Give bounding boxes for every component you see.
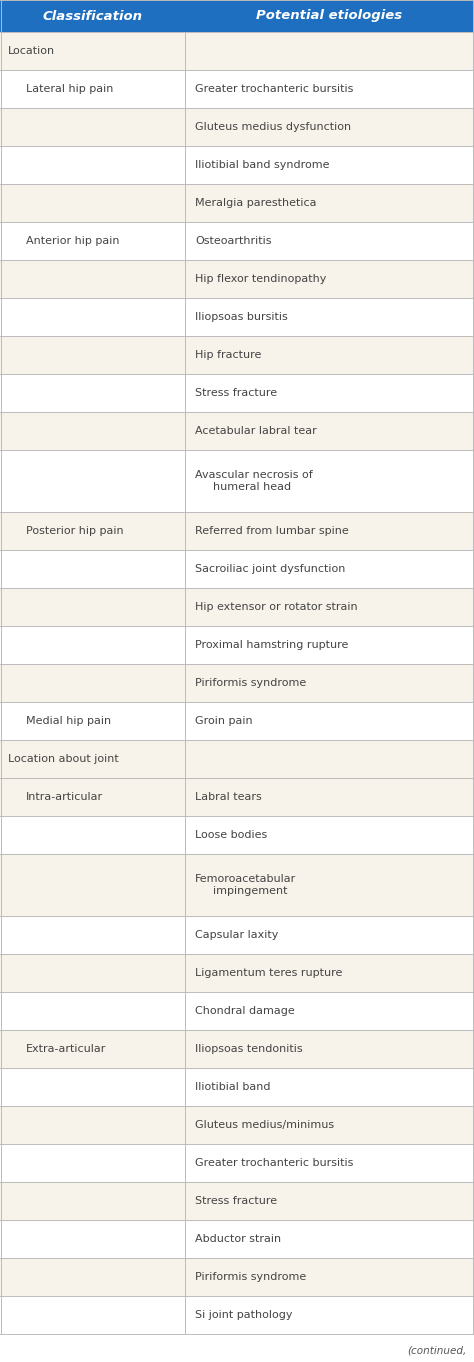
Text: Iliopsoas tendonitis: Iliopsoas tendonitis [195,1045,302,1054]
Text: Medial hip pain: Medial hip pain [26,716,111,726]
Bar [0,512,474,550]
Text: Lateral hip pain: Lateral hip pain [26,84,113,94]
Bar [0,69,474,108]
Bar [0,298,474,336]
Text: Ligamentum teres rupture: Ligamentum teres rupture [195,968,342,978]
Text: Femoroacetabular: Femoroacetabular [195,873,296,884]
Text: Meralgia paresthetica: Meralgia paresthetica [195,197,317,208]
Text: Extra-articular: Extra-articular [26,1045,106,1054]
Text: Groin pain: Groin pain [195,716,253,726]
Bar [0,1144,474,1182]
Bar [0,1258,474,1297]
Text: Capsular laxity: Capsular laxity [195,930,278,940]
Text: Location about joint: Location about joint [8,755,119,764]
Text: Referred from lumbar spine: Referred from lumbar spine [195,526,349,537]
Text: Piriformis syndrome: Piriformis syndrome [195,678,306,688]
Bar [0,0,474,31]
Bar [0,1068,474,1106]
Bar [0,917,474,953]
Bar [0,740,474,778]
Text: Gluteus medius/minimus: Gluteus medius/minimus [195,1120,334,1130]
Bar [0,449,474,512]
Text: Avascular necrosis of: Avascular necrosis of [195,470,313,479]
Bar [0,375,474,411]
Text: Stress fracture: Stress fracture [195,388,277,398]
Bar [0,953,474,992]
Text: Intra-articular: Intra-articular [26,791,103,802]
Text: Si joint pathology: Si joint pathology [195,1310,292,1320]
Text: Gluteus medius dysfunction: Gluteus medius dysfunction [195,123,351,132]
Text: Sacroiliac joint dysfunction: Sacroiliac joint dysfunction [195,564,346,573]
Bar [0,411,474,449]
Bar [0,701,474,740]
Bar [0,1220,474,1258]
Text: Posterior hip pain: Posterior hip pain [26,526,124,537]
Bar [0,222,474,260]
Bar [0,854,474,917]
Text: Greater trochanteric bursitis: Greater trochanteric bursitis [195,1158,354,1169]
Text: Piriformis syndrome: Piriformis syndrome [195,1272,306,1282]
Text: impingement: impingement [213,887,288,896]
Text: Osteoarthritis: Osteoarthritis [195,236,272,247]
Bar [0,665,474,701]
Bar [0,1030,474,1068]
Bar [0,550,474,588]
Text: Iliopsoas bursitis: Iliopsoas bursitis [195,312,288,321]
Text: Location: Location [8,46,55,56]
Bar [0,992,474,1030]
Text: Greater trochanteric bursitis: Greater trochanteric bursitis [195,84,354,94]
Bar [0,588,474,627]
Text: Loose bodies: Loose bodies [195,829,267,840]
Bar [0,108,474,146]
Text: Iliotibial band: Iliotibial band [195,1081,271,1092]
Text: Hip extensor or rotator strain: Hip extensor or rotator strain [195,602,357,612]
Bar [0,1106,474,1144]
Bar [0,627,474,665]
Bar [0,146,474,184]
Text: Stress fracture: Stress fracture [195,1196,277,1205]
Text: Proximal hamstring rupture: Proximal hamstring rupture [195,640,348,650]
Bar [0,1297,474,1333]
Text: humeral head: humeral head [213,482,291,493]
Text: Acetabular labral tear: Acetabular labral tear [195,426,317,436]
Text: Potential etiologies: Potential etiologies [256,10,402,23]
Bar [0,184,474,222]
Bar [0,260,474,298]
Text: (continued,: (continued, [407,1346,466,1355]
Text: Chondral damage: Chondral damage [195,1007,295,1016]
Bar [0,31,474,69]
Bar [0,816,474,854]
Text: Iliotibial band syndrome: Iliotibial band syndrome [195,159,329,170]
Bar [0,336,474,375]
Text: Hip flexor tendinopathy: Hip flexor tendinopathy [195,274,327,285]
Bar [0,778,474,816]
Text: Abductor strain: Abductor strain [195,1234,281,1244]
Text: Classification: Classification [43,10,143,23]
Text: Hip fracture: Hip fracture [195,350,261,360]
Text: Anterior hip pain: Anterior hip pain [26,236,119,247]
Bar [0,1182,474,1220]
Text: Labral tears: Labral tears [195,791,262,802]
